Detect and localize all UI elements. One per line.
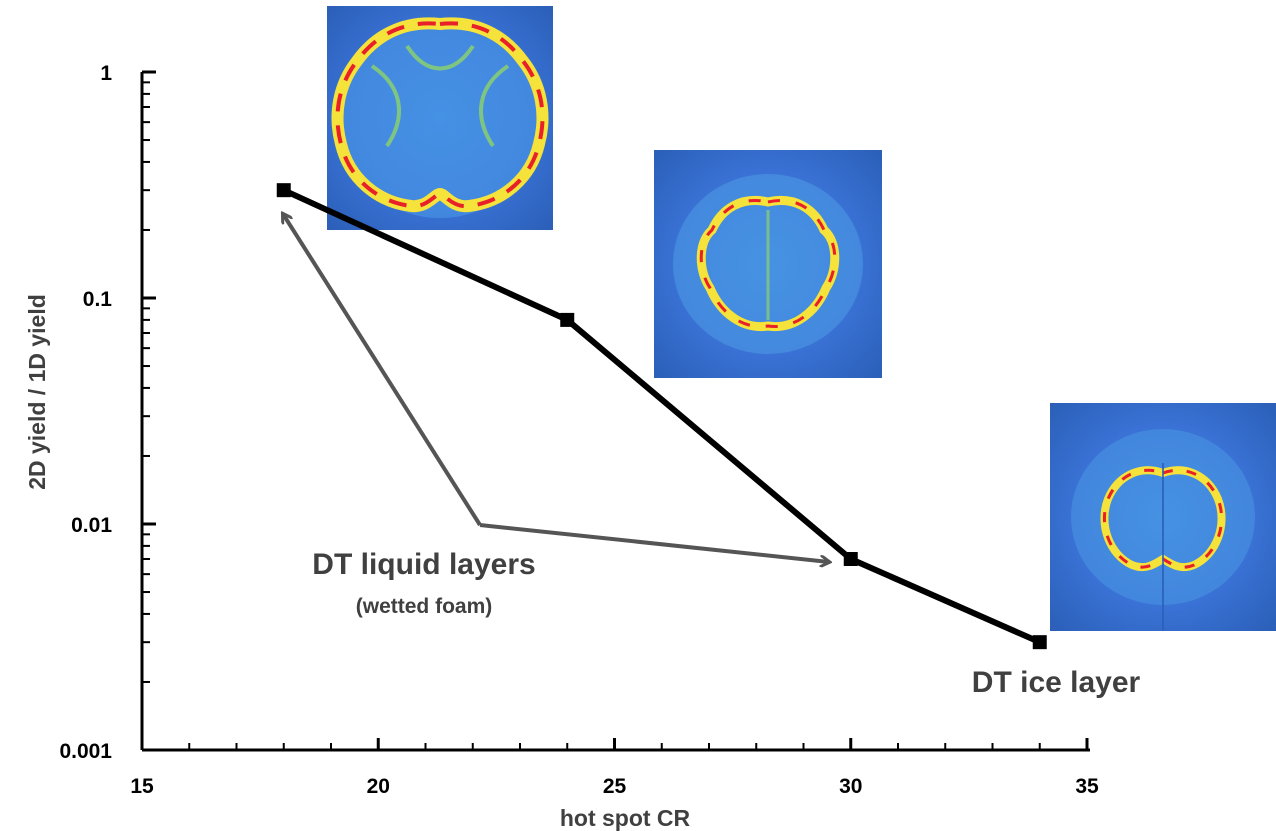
annotation-wetted-foam: (wetted foam) [356, 595, 493, 618]
y-axis [140, 70, 156, 752]
x-tick-label: 35 [1075, 775, 1099, 798]
x-tick-label: 15 [130, 775, 154, 798]
x-tick-label: 25 [603, 775, 627, 798]
x-minor-ticks [140, 738, 1089, 750]
annotation-arrows [283, 214, 829, 562]
annotation-liquid-layers: DT liquid layers [312, 548, 535, 581]
data-point [1032, 635, 1047, 650]
y-tick-labels: 0.001 0.01 0.1 1 [59, 62, 112, 763]
annotation-ice-layer: DT ice layer [972, 666, 1141, 699]
x-axis [140, 738, 1090, 752]
y-axis-title: 2D yield / 1D yield [24, 294, 50, 490]
inset-image-cr34 [1050, 403, 1276, 631]
data-point [276, 183, 291, 198]
y-tick-label: 0.01 [71, 514, 112, 537]
y-tick-label: 1 [100, 62, 112, 85]
series-markers [276, 183, 1047, 650]
data-point [843, 552, 858, 567]
x-axis-title: hot spot CR [560, 805, 691, 831]
x-tick-label: 30 [839, 775, 862, 798]
data-point [560, 312, 575, 327]
series-line [282, 187, 1041, 645]
y-tick-label: 0.001 [59, 740, 112, 763]
inset-image-cr18 [327, 6, 553, 230]
inset-image-cr24 [654, 150, 882, 378]
y-minor-ticks [142, 70, 156, 752]
x-tick-labels: 15 20 25 30 35 [130, 775, 1099, 798]
y-tick-label: 0.1 [83, 288, 113, 311]
x-tick-label: 20 [367, 775, 390, 798]
